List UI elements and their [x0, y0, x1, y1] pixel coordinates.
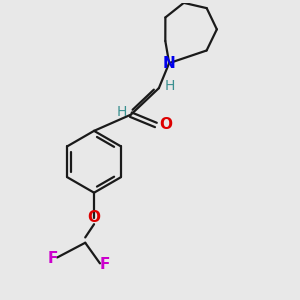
Text: H: H — [116, 105, 127, 119]
Text: F: F — [99, 257, 110, 272]
Text: H: H — [165, 79, 175, 93]
Text: O: O — [88, 210, 100, 225]
Text: N: N — [163, 56, 175, 70]
Text: F: F — [48, 251, 58, 266]
Text: O: O — [159, 118, 172, 133]
